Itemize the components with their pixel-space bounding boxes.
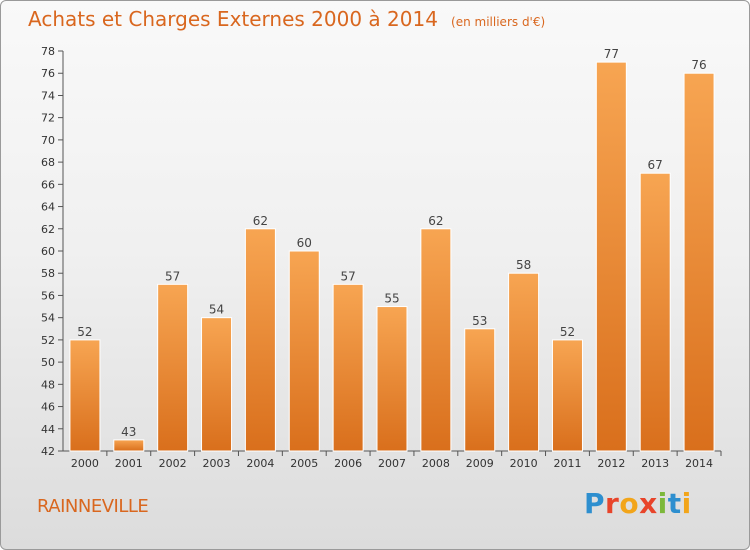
bar-2000 (69, 339, 101, 452)
chart-title-row: Achats et Charges Externes 2000 à 2014 (… (28, 7, 545, 31)
bar-2012 (595, 61, 627, 452)
y-tick-label: 72 (41, 112, 55, 125)
x-tick-label: 2003 (203, 457, 231, 470)
data-label-2014: 76 (691, 58, 706, 72)
data-labels: 52 43 57 54 62 60 57 55 62 53 58 52 77 67 76 (77, 47, 706, 439)
chart-title: Achats et Charges Externes 2000 à 2014 (28, 7, 438, 31)
y-tick-label: 44 (41, 423, 55, 436)
y-tick-label: 52 (41, 334, 55, 347)
bar-2010 (508, 272, 540, 452)
bars (69, 61, 715, 452)
x-tick-label: 2008 (422, 457, 450, 470)
x-tick-label: 2014 (685, 457, 713, 470)
y-tick-label: 56 (41, 289, 55, 302)
bar-2013 (639, 172, 671, 452)
y-tick-label: 46 (41, 401, 55, 414)
data-label-2011: 52 (560, 325, 575, 339)
x-tick-label: 2001 (115, 457, 143, 470)
x-tick-label: 2002 (159, 457, 187, 470)
y-tick-label: 50 (41, 356, 55, 369)
x-tick-label: 2013 (641, 457, 669, 470)
data-label-2007: 55 (384, 292, 399, 306)
x-tick-label: 2000 (71, 457, 99, 470)
bar-2009 (464, 328, 496, 452)
bar-2002 (157, 283, 189, 452)
bar-2003 (201, 317, 233, 452)
x-tick-label: 2010 (510, 457, 538, 470)
data-label-2009: 53 (472, 314, 487, 328)
bar-2001 (113, 439, 145, 452)
x-tick-label: 2004 (246, 457, 274, 470)
brand-logo: Proxiti (584, 487, 692, 520)
bar-2005 (288, 250, 320, 452)
x-tick-label: 2012 (597, 457, 625, 470)
x-tick-label: 2005 (290, 457, 318, 470)
chart-subtitle: (en milliers d'€) (451, 15, 546, 29)
y-tick-label: 54 (41, 312, 55, 325)
data-label-2001: 43 (121, 425, 136, 439)
data-label-2003: 54 (209, 303, 224, 317)
bar-2014 (683, 72, 715, 452)
y-tick-label: 64 (41, 201, 55, 214)
y-tick-label: 58 (41, 267, 55, 280)
bar-2008 (420, 228, 452, 452)
data-label-2006: 57 (340, 269, 355, 283)
y-tick-label: 62 (41, 223, 55, 236)
y-tick-label: 48 (41, 378, 55, 391)
y-axis: 42 44 46 48 50 52 54 56 58 60 62 64 66 68 70 72 74 76 78 (41, 45, 64, 458)
data-label-2008: 62 (428, 214, 443, 228)
data-label-2013: 67 (648, 158, 663, 172)
y-tick-label: 42 (41, 445, 55, 458)
x-tick-label: 2006 (334, 457, 362, 470)
bar-2004 (244, 228, 276, 452)
y-tick-label: 74 (41, 89, 55, 102)
y-tick-label: 66 (41, 178, 55, 191)
data-label-2000: 52 (77, 325, 92, 339)
y-tick-label: 60 (41, 245, 55, 258)
data-label-2012: 77 (604, 47, 619, 61)
data-label-2002: 57 (165, 269, 180, 283)
y-tick-label: 78 (41, 45, 55, 58)
x-tick-label: 2011 (553, 457, 581, 470)
y-tick-label: 70 (41, 134, 55, 147)
commune-name: RAINNEVILLE (37, 496, 149, 517)
data-label-2005: 60 (297, 236, 312, 250)
y-tick-label: 68 (41, 156, 55, 169)
x-axis: 2000 2001 2002 2003 2004 2005 2006 2007 2008 2009… (63, 450, 722, 470)
data-label-2010: 58 (516, 258, 531, 272)
bar-2011 (551, 339, 583, 452)
y-tick-label: 76 (41, 67, 55, 80)
data-label-2004: 62 (253, 214, 268, 228)
bar-2007 (376, 306, 408, 452)
bar-2006 (332, 283, 364, 452)
x-tick-label: 2007 (378, 457, 406, 470)
x-tick-label: 2009 (466, 457, 494, 470)
